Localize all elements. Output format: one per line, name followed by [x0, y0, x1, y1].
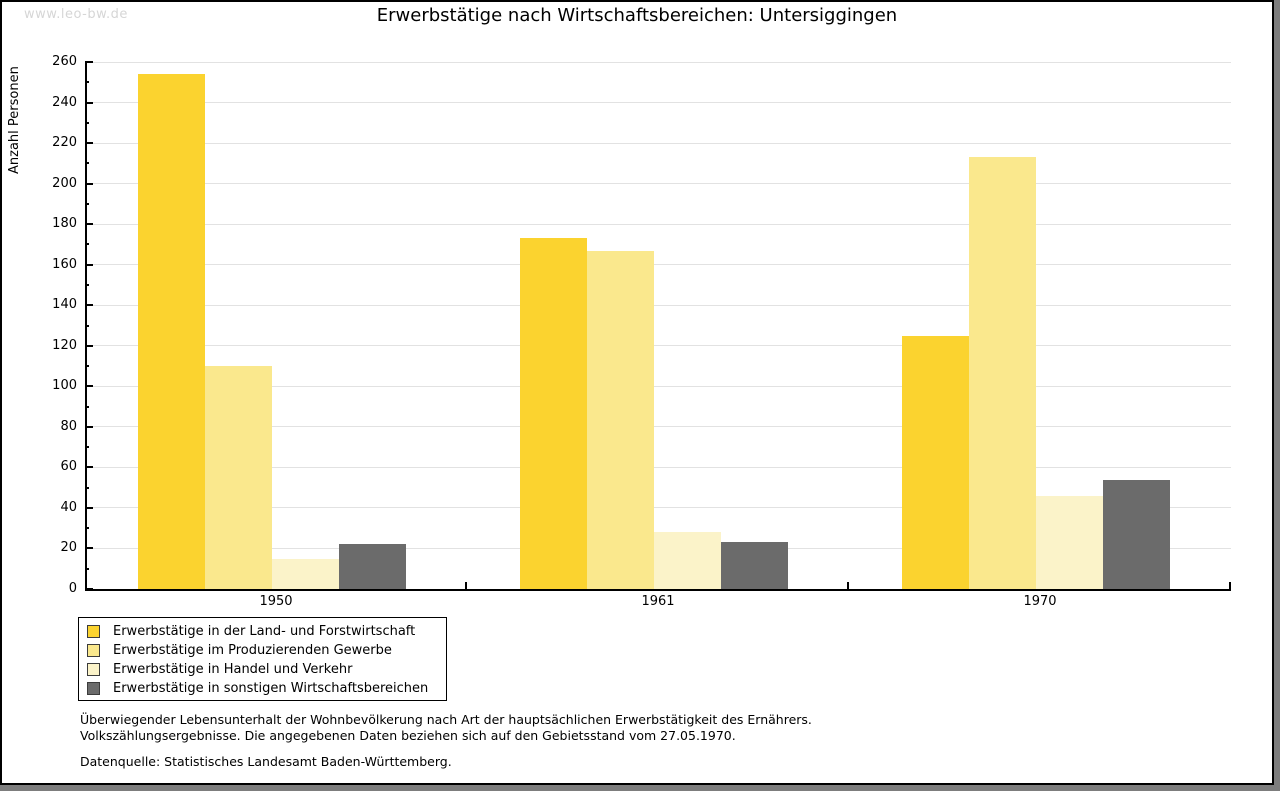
- legend-item: Erwerbstätige in sonstigen Wirtschaftsbe…: [87, 679, 446, 698]
- bar-1950-series-3: [272, 558, 339, 589]
- y-tick-label: 0: [68, 581, 77, 596]
- footnote-line-2: Volkszählungsergebnisse. Die angegebenen…: [80, 728, 736, 743]
- bar-1961-series-1: [520, 238, 587, 589]
- y-tick-major: [85, 61, 93, 63]
- x-tick-label: 1950: [259, 594, 293, 609]
- y-tick-label: 200: [52, 175, 77, 191]
- footnote-line-1: Überwiegender Lebensunterhalt der Wohnbe…: [80, 712, 812, 727]
- bar-1961-series-3: [654, 532, 721, 589]
- y-tick-major: [85, 101, 93, 104]
- y-tick-major: [85, 304, 93, 307]
- y-tick-label: 160: [52, 256, 77, 272]
- y-tick-major: [85, 425, 93, 428]
- y-tick-label: 180: [52, 216, 77, 232]
- watermark: www.leo-bw.de: [24, 7, 128, 22]
- y-tick-label: 80: [60, 418, 77, 434]
- y-tick-minor: [85, 365, 89, 368]
- grid-line: [85, 385, 1231, 387]
- bar-1970-series-3: [1036, 495, 1103, 589]
- y-tick-label: 240: [52, 94, 77, 110]
- y-tick-major: [85, 547, 93, 550]
- y-tick-major: [85, 506, 93, 509]
- y-tick-minor: [85, 567, 89, 570]
- grid-line: [85, 223, 1231, 225]
- legend-swatch: [87, 682, 100, 695]
- legend-box: Erwerbstätige in der Land- und Forstwirt…: [78, 617, 447, 701]
- bar-1970-series-2: [969, 157, 1036, 589]
- y-tick-minor: [85, 121, 89, 124]
- y-tick-label: 220: [52, 135, 77, 151]
- y-tick-label: 60: [60, 459, 77, 475]
- y-tick-major: [85, 142, 93, 145]
- bar-1961-series-4: [721, 542, 788, 589]
- grid-line: [85, 345, 1231, 347]
- chart-title: Erwerbstätige nach Wirtschaftsbereichen:…: [376, 5, 898, 26]
- grid-line: [85, 507, 1231, 509]
- bar-1950-series-1: [138, 74, 205, 589]
- y-tick-minor: [85, 81, 89, 84]
- x-tick-mark: [465, 582, 467, 589]
- y-tick-major: [85, 344, 93, 347]
- grid-line: [85, 183, 1231, 185]
- legend-label: Erwerbstätige in der Land- und Forstwirt…: [113, 624, 416, 639]
- y-tick-label: 40: [60, 499, 77, 515]
- y-tick-major: [85, 385, 93, 388]
- x-tick-mark: [847, 582, 849, 589]
- grid-line: [85, 264, 1231, 266]
- legend-swatch: [87, 663, 100, 676]
- x-tick-label: 1970: [1023, 594, 1057, 609]
- legend-item: Erwerbstätige im Produzierenden Gewerbe: [87, 641, 446, 660]
- legend-item: Erwerbstätige in der Land- und Forstwirt…: [87, 622, 446, 641]
- y-axis-line: [85, 62, 87, 591]
- footnotes: Überwiegender Lebensunterhalt der Wohnbe…: [80, 712, 812, 770]
- y-axis-label: Anzahl Personen: [7, 66, 22, 174]
- bar-1961-series-2: [587, 250, 654, 589]
- legend-swatch: [87, 644, 100, 657]
- y-tick-minor: [85, 202, 89, 205]
- grid-line: [85, 142, 1231, 144]
- x-tick-label: 1961: [641, 594, 675, 609]
- bar-1970-series-4: [1103, 479, 1170, 589]
- y-tick-label: 120: [52, 337, 77, 353]
- legend-label: Erwerbstätige in sonstigen Wirtschaftsbe…: [113, 681, 429, 696]
- y-tick-minor: [85, 405, 89, 408]
- y-tick-major: [85, 588, 93, 590]
- y-tick-major: [85, 182, 93, 185]
- bar-1970-series-1: [902, 335, 969, 589]
- y-tick-minor: [85, 162, 89, 165]
- y-tick-label: 260: [52, 54, 77, 69]
- y-tick-major: [85, 466, 93, 469]
- legend-item: Erwerbstätige in Handel und Verkehr: [87, 660, 446, 679]
- y-tick-major: [85, 223, 93, 226]
- y-tick-minor: [85, 243, 89, 246]
- grid-line: [85, 426, 1231, 428]
- y-tick-label: 140: [52, 297, 77, 313]
- legend-swatch: [87, 625, 100, 638]
- y-tick-major: [85, 263, 93, 266]
- y-tick-label: 20: [60, 540, 77, 556]
- y-tick-minor: [85, 324, 89, 327]
- grid-line: [85, 102, 1231, 104]
- grid-line: [85, 61, 1231, 63]
- legend-label: Erwerbstätige im Produzierenden Gewerbe: [113, 643, 392, 658]
- x-tick-mark: [1229, 582, 1231, 589]
- source-line: Datenquelle: Statistisches Landesamt Bad…: [80, 754, 452, 769]
- y-tick-minor: [85, 486, 89, 489]
- y-tick-minor: [85, 283, 89, 286]
- grid-line: [85, 466, 1231, 468]
- y-tick-label: 100: [52, 378, 77, 394]
- grid-line: [85, 304, 1231, 306]
- legend-label: Erwerbstätige in Handel und Verkehr: [113, 662, 353, 677]
- plot-area: [85, 61, 1231, 589]
- bar-1950-series-2: [205, 366, 272, 589]
- bar-1950-series-4: [339, 544, 406, 589]
- y-tick-minor: [85, 446, 89, 449]
- y-tick-minor: [85, 527, 89, 530]
- x-axis-line: [85, 589, 1231, 591]
